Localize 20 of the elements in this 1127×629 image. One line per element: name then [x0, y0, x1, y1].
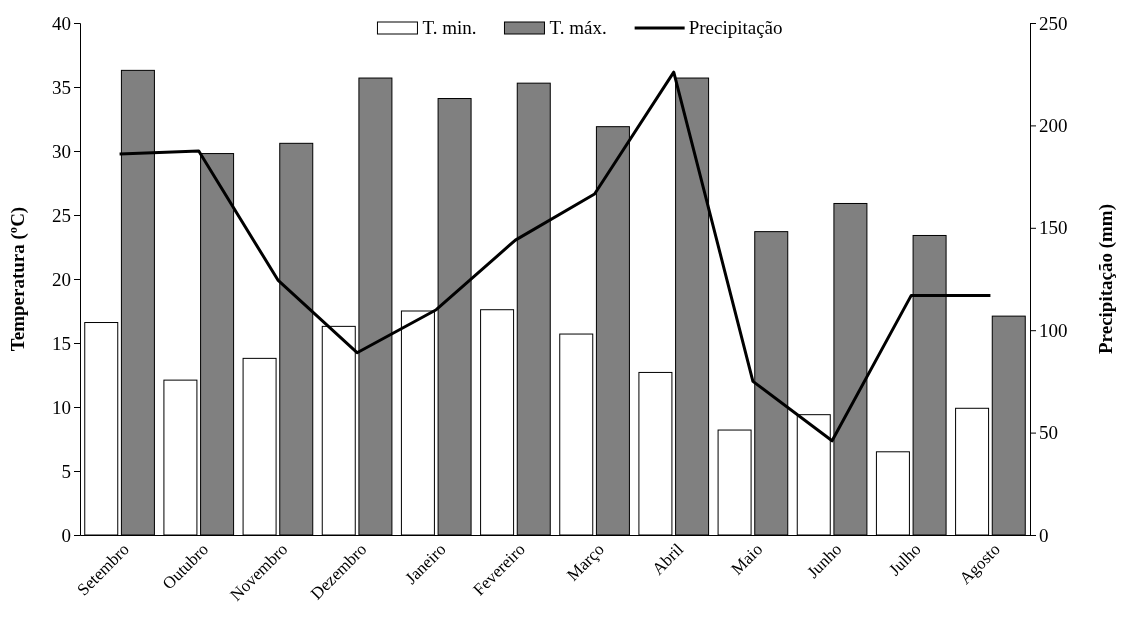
y2-tick-label: 0 [1039, 524, 1049, 546]
y2-tick-label: 250 [1039, 12, 1068, 34]
legend-label: Precipitação [688, 17, 783, 38]
y2-tick-label: 100 [1039, 319, 1068, 341]
y-tick-label: 0 [61, 524, 71, 546]
legend-label: T. máx. [549, 17, 607, 38]
y-tick-label: 40 [52, 12, 71, 34]
y-tick-label: 35 [52, 76, 71, 98]
y-axis-title: Temperatura (ºC) [7, 206, 29, 352]
y2-tick-label: 200 [1039, 114, 1068, 136]
y2-tick-label: 50 [1039, 422, 1058, 444]
y-tick-label: 15 [52, 332, 71, 354]
y-tick-label: 30 [52, 140, 71, 162]
y2-axis-title: Precipitação (mm) [1095, 203, 1117, 355]
y-tick-label: 10 [52, 396, 71, 418]
y-tick-label: 5 [61, 460, 71, 482]
y2-tick-label: 150 [1039, 217, 1068, 239]
legend-label: T. min. [422, 17, 477, 38]
y-tick-label: 25 [52, 204, 71, 226]
y-tick-label: 20 [52, 268, 71, 290]
